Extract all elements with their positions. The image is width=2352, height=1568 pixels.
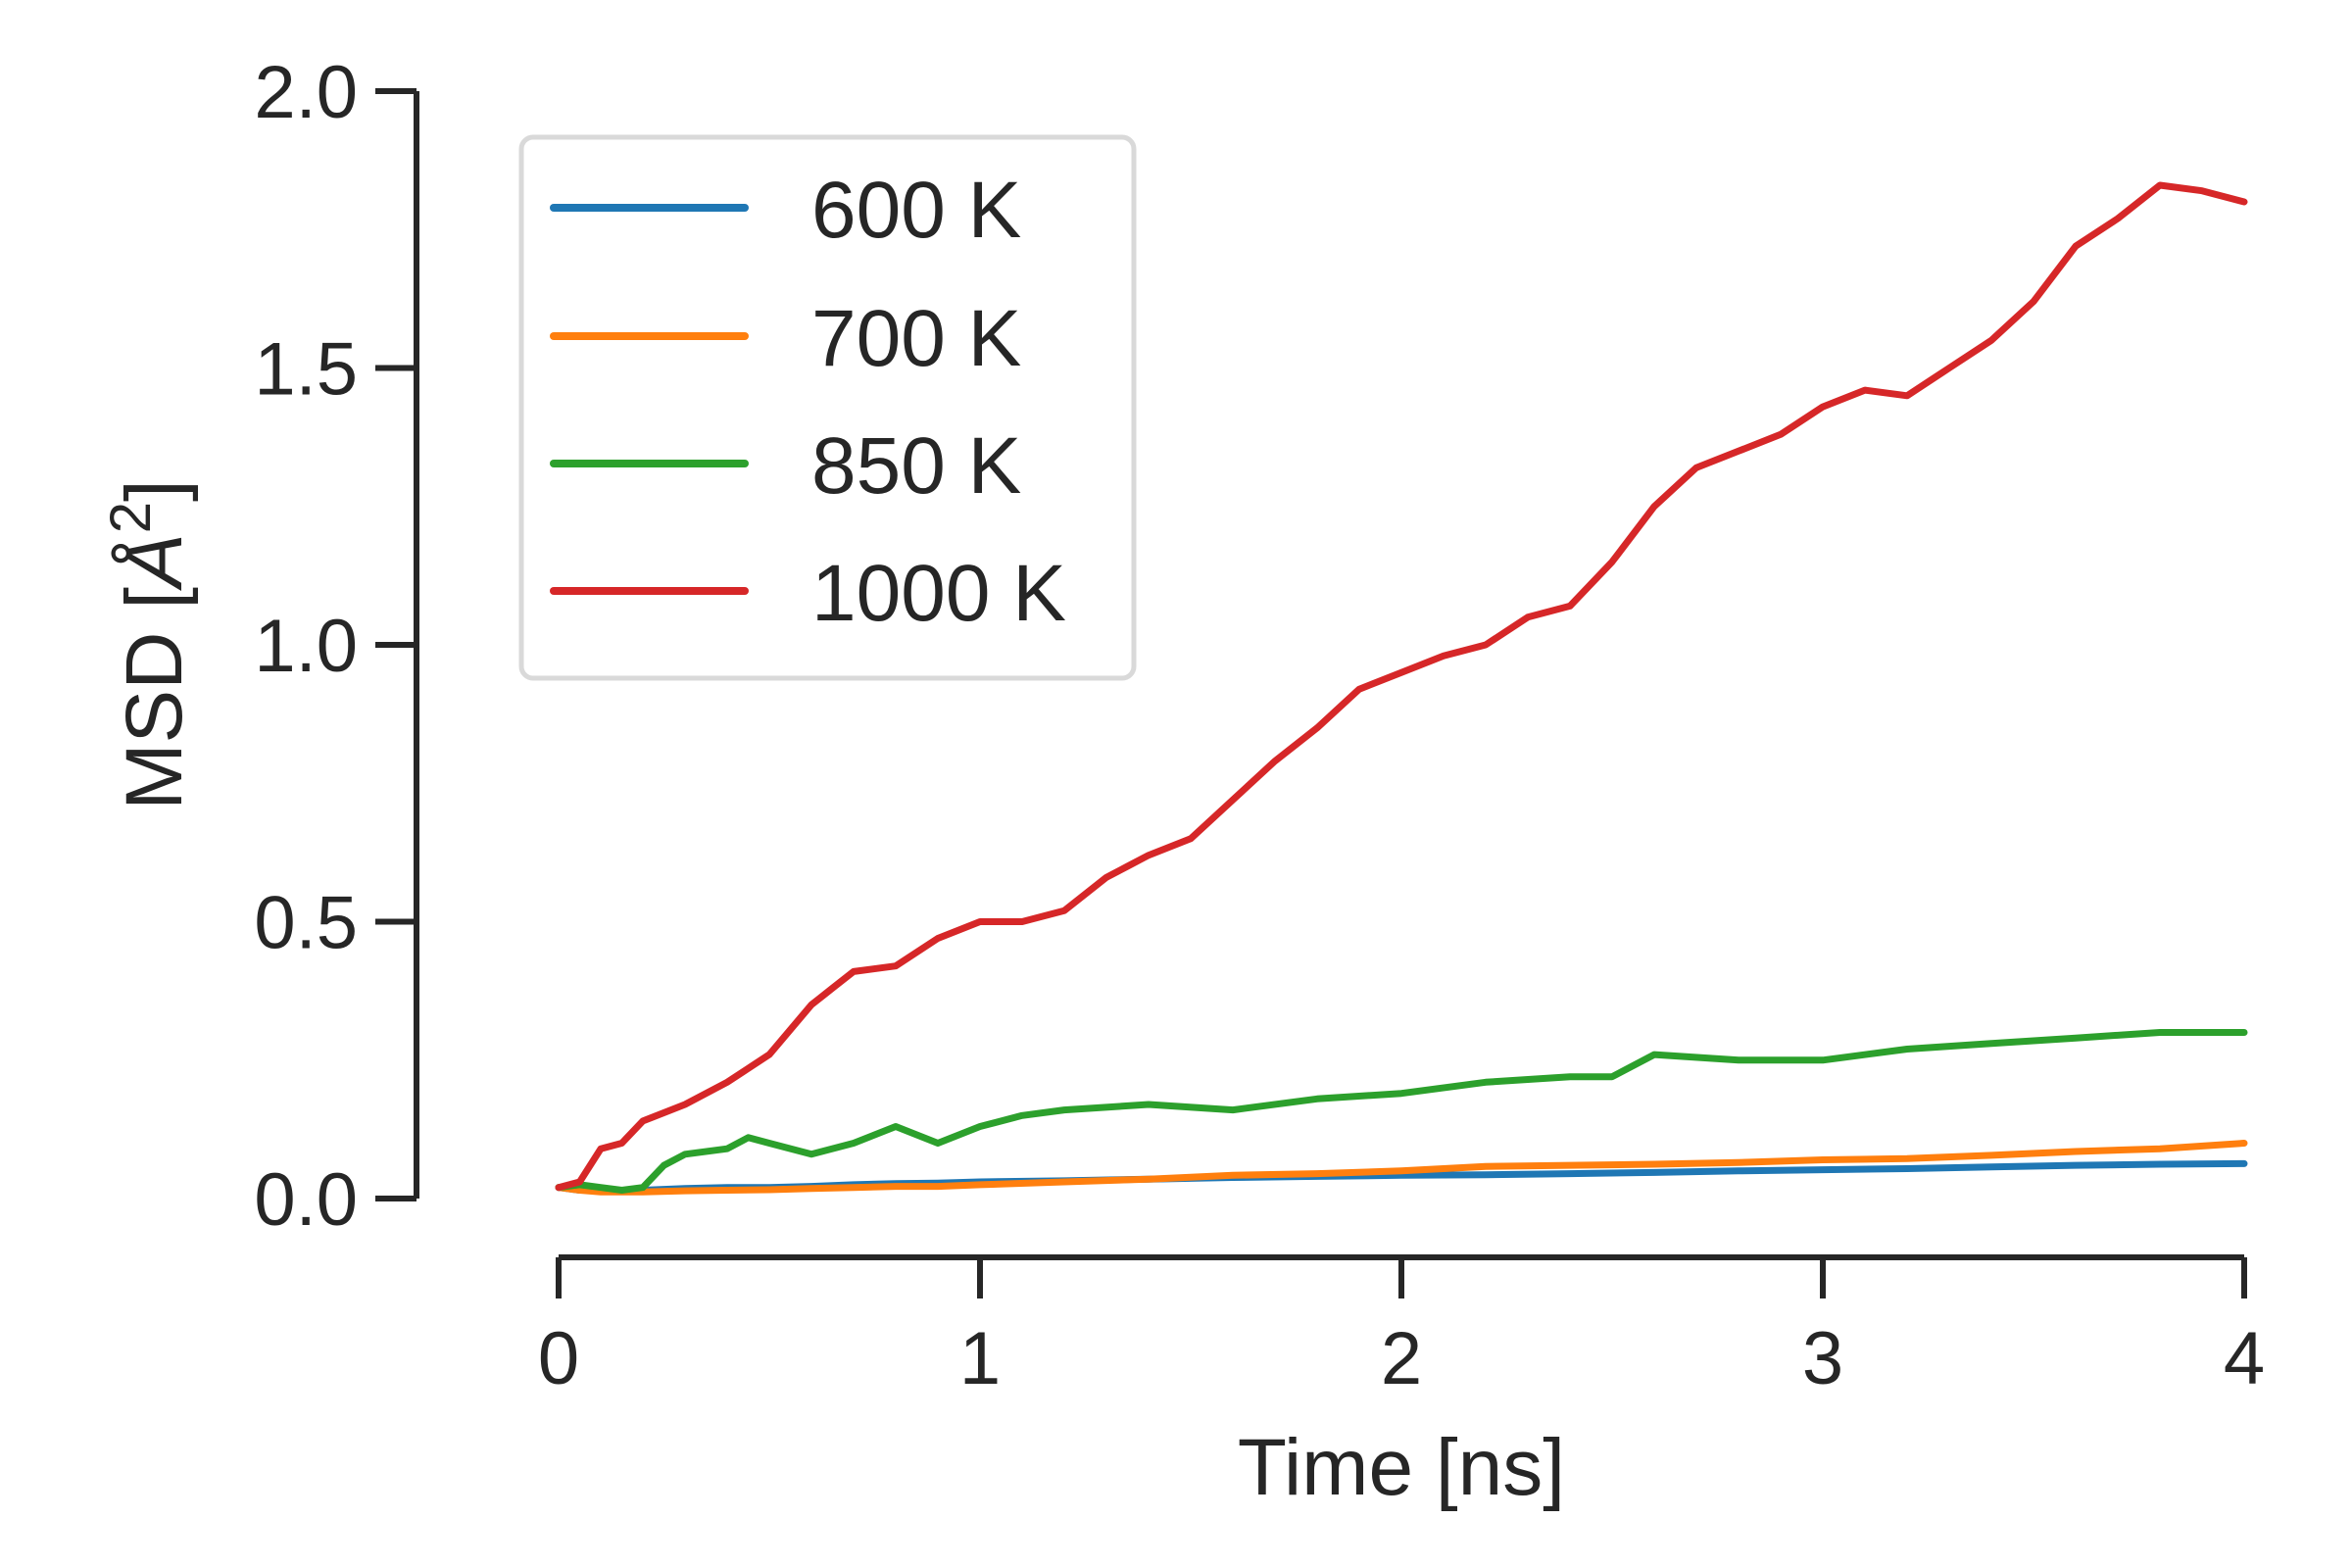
- x-ticks: 0 1 2 3 4: [538, 1257, 2265, 1400]
- legend: 600 K 700 K 850 K 1000 K: [518, 134, 1137, 681]
- x-tick-label: 1: [959, 1317, 1001, 1400]
- legend-label: 700 K: [811, 294, 1021, 383]
- x-tick-label: 4: [2224, 1317, 2265, 1400]
- series-line-1000-k: [555, 181, 2248, 1192]
- x-tick-label: 3: [1802, 1317, 1843, 1400]
- x-axis: 0 1 2 3 4 Time [ns]: [538, 1254, 2265, 1512]
- legend-box: [518, 134, 1137, 681]
- x-tick-label: 2: [1381, 1317, 1422, 1400]
- y-axis-label-superscript: 2: [99, 502, 163, 533]
- legend-label: 600 K: [811, 166, 1021, 255]
- x-tick-label: 0: [538, 1317, 579, 1400]
- y-ticks: 0.0 0.5 1.0 1.5 2.0: [254, 51, 416, 1242]
- y-axis-label-main: MSD [: [110, 587, 199, 810]
- plot-lines: [555, 181, 2248, 1196]
- y-axis-label-close: ]: [110, 479, 199, 502]
- y-axis-label-unit: Å: [110, 533, 199, 592]
- y-tick-label: 0.5: [254, 882, 358, 965]
- y-tick-label: 2.0: [254, 51, 358, 134]
- y-axis-label: MSD [Å2]: [99, 479, 199, 810]
- y-axis: 0.0 0.5 1.0 1.5 2.0 MSD [Å2]: [99, 51, 419, 1242]
- legend-label: 1000 K: [811, 549, 1066, 638]
- series-line-700-k: [555, 1140, 2248, 1196]
- legend-label: 850 K: [811, 421, 1021, 511]
- legend-items: 600 K 700 K 850 K 1000 K: [550, 166, 1066, 638]
- y-tick-label: 0.0: [254, 1158, 358, 1242]
- x-axis-label: Time [ns]: [1238, 1423, 1565, 1512]
- y-tick-label: 1.0: [254, 605, 358, 688]
- series-line-850-k: [555, 1029, 2248, 1194]
- y-tick-label: 1.5: [254, 328, 358, 412]
